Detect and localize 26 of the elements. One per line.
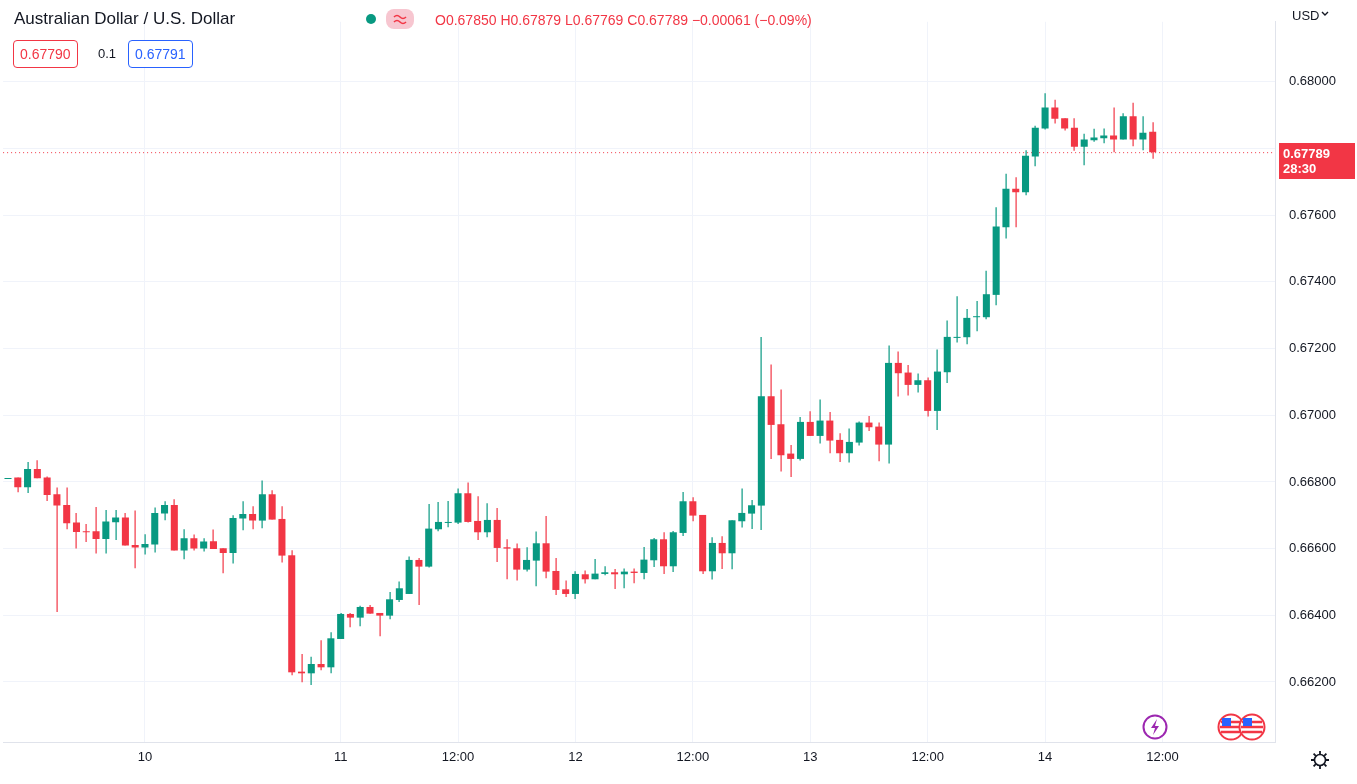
y-tick-label: 0.66400 [1289, 606, 1336, 622]
x-tick-label: 11 [333, 749, 348, 765]
y-tick-label: 0.66600 [1289, 540, 1336, 556]
y-tick-label: 0.67000 [1289, 406, 1336, 422]
y-tick-label: 0.66800 [1289, 473, 1336, 489]
y-tick-label: 0.68000 [1289, 73, 1336, 89]
x-tick-label: 12:00 [676, 749, 710, 765]
text: USD [1292, 8, 1320, 23]
chart-title: Australian Dollar / U.S. Dollar [14, 9, 236, 29]
ref-line-label: 0.67789 [1283, 146, 1331, 162]
y-tick-label: 0.67600 [1289, 206, 1336, 222]
y-tick-label: 0.67400 [1289, 273, 1336, 289]
x-tick-label: 12 [568, 749, 583, 765]
x-tick-label: 10 [137, 749, 153, 765]
y-tick-label: 0.67200 [1289, 340, 1336, 356]
x-tick-label: 12:00 [1146, 749, 1179, 765]
annotation: 0.67791 [128, 40, 193, 68]
x-tick-label: 12:00 [441, 749, 475, 765]
x-tick-label: 13 [803, 749, 818, 765]
annotation: O0.67850 H0.67879 L0.67769 C0.67789 −0.00061 (−0.09%) [435, 12, 812, 28]
y-tick-label: 0.66200 [1289, 673, 1336, 689]
x-tick-label: 14 [1037, 749, 1053, 765]
annotation: 0.1 [98, 45, 117, 63]
x-tick-label: 12:00 [911, 749, 944, 765]
text: 28:30 [1283, 161, 1318, 177]
annotation: 0.67790 [13, 40, 78, 68]
